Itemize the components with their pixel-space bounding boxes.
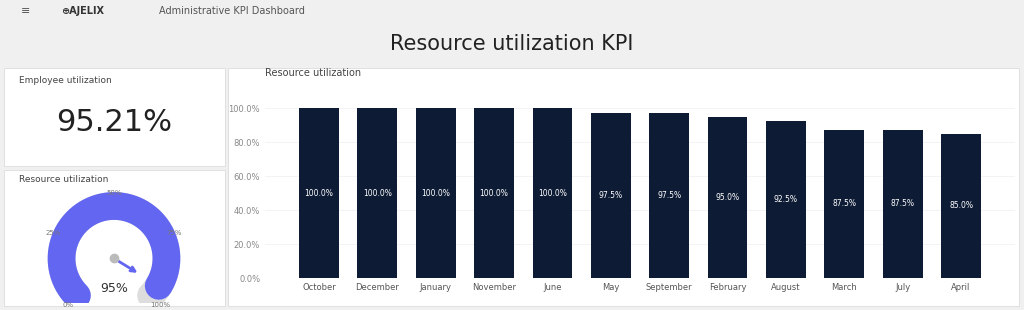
Bar <box>649 113 689 278</box>
Text: 100.0%: 100.0% <box>304 189 334 198</box>
Bar <box>357 108 397 278</box>
Text: 0%: 0% <box>62 302 73 308</box>
Text: 87.5%: 87.5% <box>891 199 914 208</box>
Bar <box>883 130 923 278</box>
FancyBboxPatch shape <box>4 170 225 306</box>
Text: 95.0%: 95.0% <box>716 193 739 202</box>
Bar <box>824 130 864 278</box>
Text: 100.0%: 100.0% <box>421 189 451 198</box>
Text: 95.21%: 95.21% <box>56 108 172 137</box>
Text: 87.5%: 87.5% <box>833 199 856 208</box>
Bar <box>708 117 748 278</box>
Text: 95%: 95% <box>100 282 128 295</box>
Text: 100.0%: 100.0% <box>362 189 392 198</box>
Text: 25%: 25% <box>46 230 61 236</box>
Text: 92.5%: 92.5% <box>774 195 798 204</box>
Text: Resource utilization: Resource utilization <box>19 175 109 184</box>
Bar <box>299 108 339 278</box>
Text: 100%: 100% <box>151 302 170 308</box>
Text: 97.5%: 97.5% <box>599 191 623 200</box>
FancyBboxPatch shape <box>228 68 1019 306</box>
Bar <box>941 134 981 278</box>
Bar <box>416 108 456 278</box>
Bar <box>474 108 514 278</box>
Text: 97.5%: 97.5% <box>657 191 681 200</box>
Text: ⊕AJELIX: ⊕AJELIX <box>61 6 104 16</box>
Text: Resource utilization: Resource utilization <box>265 68 361 78</box>
Text: 50%: 50% <box>106 190 122 196</box>
Text: Resource utilization KPI: Resource utilization KPI <box>390 33 634 54</box>
Text: 85.0%: 85.0% <box>949 202 973 210</box>
Text: 100.0%: 100.0% <box>479 189 509 198</box>
Text: Employee utilization: Employee utilization <box>19 76 113 85</box>
Text: Administrative KPI Dashboard: Administrative KPI Dashboard <box>159 6 304 16</box>
Bar <box>591 113 631 278</box>
Text: 75%: 75% <box>167 230 182 236</box>
Bar <box>766 121 806 278</box>
FancyBboxPatch shape <box>4 68 225 166</box>
Text: ≡: ≡ <box>20 6 30 16</box>
Text: 100.0%: 100.0% <box>538 189 567 198</box>
Bar <box>532 108 572 278</box>
